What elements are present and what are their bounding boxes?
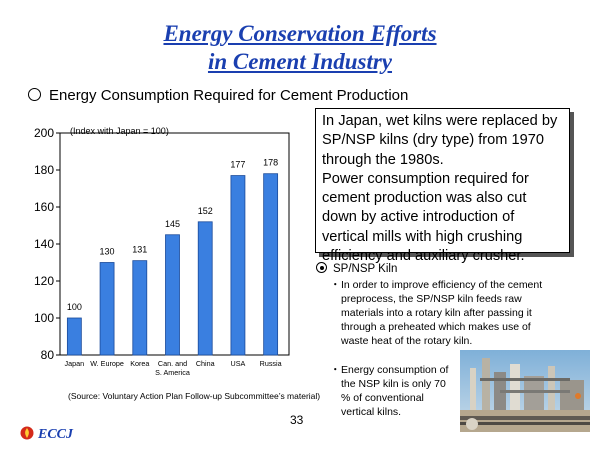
bar-6 — [263, 173, 279, 356]
x-tick-label: S. America — [155, 368, 190, 377]
page-number: 33 — [290, 413, 304, 427]
data-label: 177 — [230, 160, 245, 170]
data-label: 130 — [100, 247, 115, 257]
data-label: 152 — [198, 206, 213, 216]
bar-1 — [99, 262, 115, 356]
x-tick-label: Russia — [260, 359, 282, 368]
kiln-heading-text: SP/NSP Kiln — [333, 263, 398, 275]
data-label: 178 — [263, 158, 278, 168]
y-tick-label: 160 — [34, 200, 54, 214]
x-tick-label: Can. and — [158, 359, 187, 368]
eccj-logo: ECCJ — [20, 426, 73, 443]
kiln-bullet-2: ・ Energy consumption of the NSP kiln is … — [330, 363, 455, 419]
bar-3 — [165, 234, 180, 356]
y-tick-label: 120 — [34, 274, 54, 288]
kiln-bullet-2-text: Energy consumption of the NSP kiln is on… — [341, 364, 449, 418]
eccj-logo-icon — [20, 426, 34, 440]
hollow-circle-bullet-icon — [28, 88, 41, 101]
bar-5 — [230, 175, 246, 356]
y-tick-label: 80 — [41, 348, 55, 362]
x-tick-label: China — [196, 359, 215, 368]
y-tick-label: 140 — [34, 237, 54, 251]
kiln-bullet-1: ・ In order to improve efficiency of the … — [330, 278, 560, 348]
bullet-dot-icon: ・ — [330, 279, 341, 291]
circled-dot-icon — [316, 262, 327, 273]
logo-text: ECCJ — [38, 427, 74, 442]
section-heading-text: Energy Consumption Required for Cement P… — [49, 87, 409, 104]
data-label: 145 — [165, 219, 180, 229]
kiln-bullet-1-text: In order to improve efficiency of the ce… — [341, 279, 543, 347]
kiln-heading: SP/NSP Kiln — [316, 262, 397, 275]
x-tick-label: W. Europe — [90, 359, 124, 368]
chart-title: (Index with Japan = 100) — [70, 126, 169, 136]
bar-4 — [197, 221, 213, 356]
data-label: 100 — [67, 302, 82, 312]
bar-0 — [66, 317, 82, 356]
callout-para1: In Japan, wet kilns were replaced by SP/… — [322, 113, 558, 168]
x-tick-label: Japan — [65, 359, 85, 368]
bullet-dot-icon: ・ — [330, 364, 341, 376]
section-heading: Energy Consumption Required for Cement P… — [28, 87, 408, 104]
callout-para2: Power consumption required for cement pr… — [322, 170, 529, 265]
page-title-line1: Energy Conservation Efforts — [163, 21, 437, 46]
y-tick-label: 180 — [34, 163, 54, 177]
japan-kiln-callout: In Japan, wet kilns were replaced by SP/… — [315, 108, 570, 264]
y-tick-label: 100 — [34, 311, 54, 325]
cement-plant-photo — [460, 350, 590, 432]
y-tick-label: 200 — [34, 126, 54, 140]
chart-source: (Source: Voluntary Action Plan Follow-up… — [68, 391, 321, 401]
bar-2 — [132, 260, 148, 356]
page-title-line2: in Cement Industry — [207, 49, 393, 74]
energy-index-bar-chart: (Index with Japan = 100) 80 100 120 140 160 18… — [34, 126, 290, 377]
data-label: 131 — [132, 245, 147, 255]
x-tick-label: USA — [231, 359, 246, 368]
x-tick-label: Korea — [130, 359, 149, 368]
